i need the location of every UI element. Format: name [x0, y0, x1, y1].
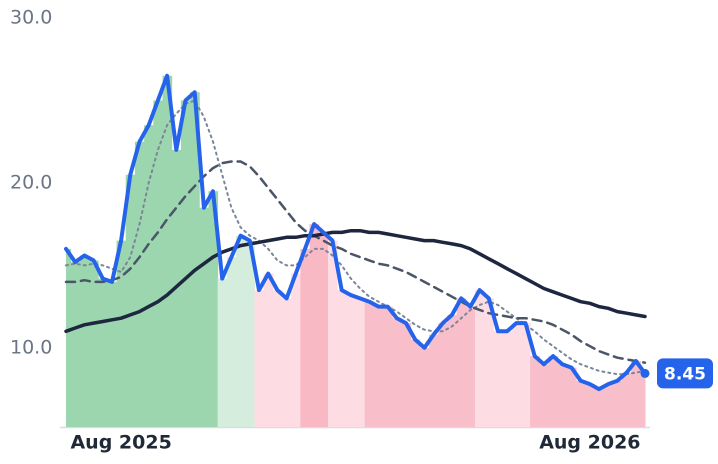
area-segment: [429, 334, 439, 427]
area-segment: [180, 100, 191, 427]
series-line: [64, 73, 647, 392]
area-segment: [309, 224, 320, 427]
area-segment: [612, 380, 623, 427]
area-segment: [447, 314, 458, 427]
area-segment: [190, 92, 200, 427]
value-badge: [657, 358, 713, 389]
area-segment: [153, 100, 163, 427]
area-segment: [327, 240, 338, 427]
value-label: 8.45: [664, 364, 706, 384]
area-segment: [419, 347, 430, 427]
x-tick-label: Aug 2026: [539, 432, 640, 454]
y-tick-label: 30.0: [10, 7, 52, 29]
area-segment: [134, 141, 145, 427]
area-segment: [337, 290, 347, 427]
area-segment: [355, 298, 366, 427]
area-segment: [263, 273, 274, 427]
area-segment: [281, 298, 292, 427]
area-segment: [318, 232, 329, 427]
area-segment: [125, 174, 136, 427]
area-segment: [401, 323, 412, 427]
area-segment: [79, 255, 90, 427]
area-segment: [484, 298, 494, 427]
area-segment: [245, 240, 255, 427]
area-segment: [346, 295, 356, 427]
area-segment: [144, 125, 154, 428]
area-segment: [520, 323, 531, 427]
area-segment: [98, 278, 108, 427]
area-segment: [530, 356, 540, 427]
area-segment: [291, 273, 301, 427]
series-line: [64, 228, 647, 334]
area-segment: [438, 323, 448, 427]
y-tick-label: 10.0: [10, 336, 52, 358]
area-segment: [548, 356, 559, 427]
area-segment: [557, 364, 568, 427]
area-segment: [603, 384, 614, 427]
area-segment: [383, 306, 393, 427]
area-segment: [511, 323, 522, 427]
y-tick-label: 20.0: [10, 171, 52, 193]
area-segment: [622, 372, 632, 427]
area-segment: [585, 384, 595, 427]
area-segment: [373, 306, 384, 427]
area-segment: [199, 207, 209, 427]
area-segment: [594, 389, 605, 427]
series-line: [64, 160, 647, 364]
area-segment: [631, 361, 641, 427]
area-segment: [566, 367, 577, 427]
area-segment: [300, 248, 311, 427]
area-segment: [217, 278, 228, 427]
area-segment: [236, 235, 246, 427]
area-segment: [70, 262, 81, 427]
area-segment: [576, 380, 586, 427]
area-segment: [162, 75, 173, 427]
area-segment: [392, 318, 402, 427]
area-segment: [272, 290, 283, 427]
area-segment: [254, 290, 265, 427]
area-segment: [107, 281, 118, 427]
last-point: [640, 368, 650, 378]
area-segment: [465, 306, 476, 427]
area-segment: [208, 191, 219, 427]
series-line: [65, 99, 646, 376]
x-tick-label: Aug 2025: [70, 432, 171, 454]
area-segment: [456, 298, 467, 427]
area-segment: [502, 331, 513, 427]
area-segment: [88, 260, 99, 427]
area-segment: [474, 290, 485, 427]
area-segment: [226, 257, 237, 427]
area-segment: [640, 373, 646, 427]
area-segment: [116, 240, 127, 427]
area-segment: [364, 301, 375, 427]
area-segment: [66, 248, 72, 427]
area-segment: [493, 331, 504, 427]
area-segment: [539, 364, 549, 427]
area-segment: [410, 339, 421, 427]
